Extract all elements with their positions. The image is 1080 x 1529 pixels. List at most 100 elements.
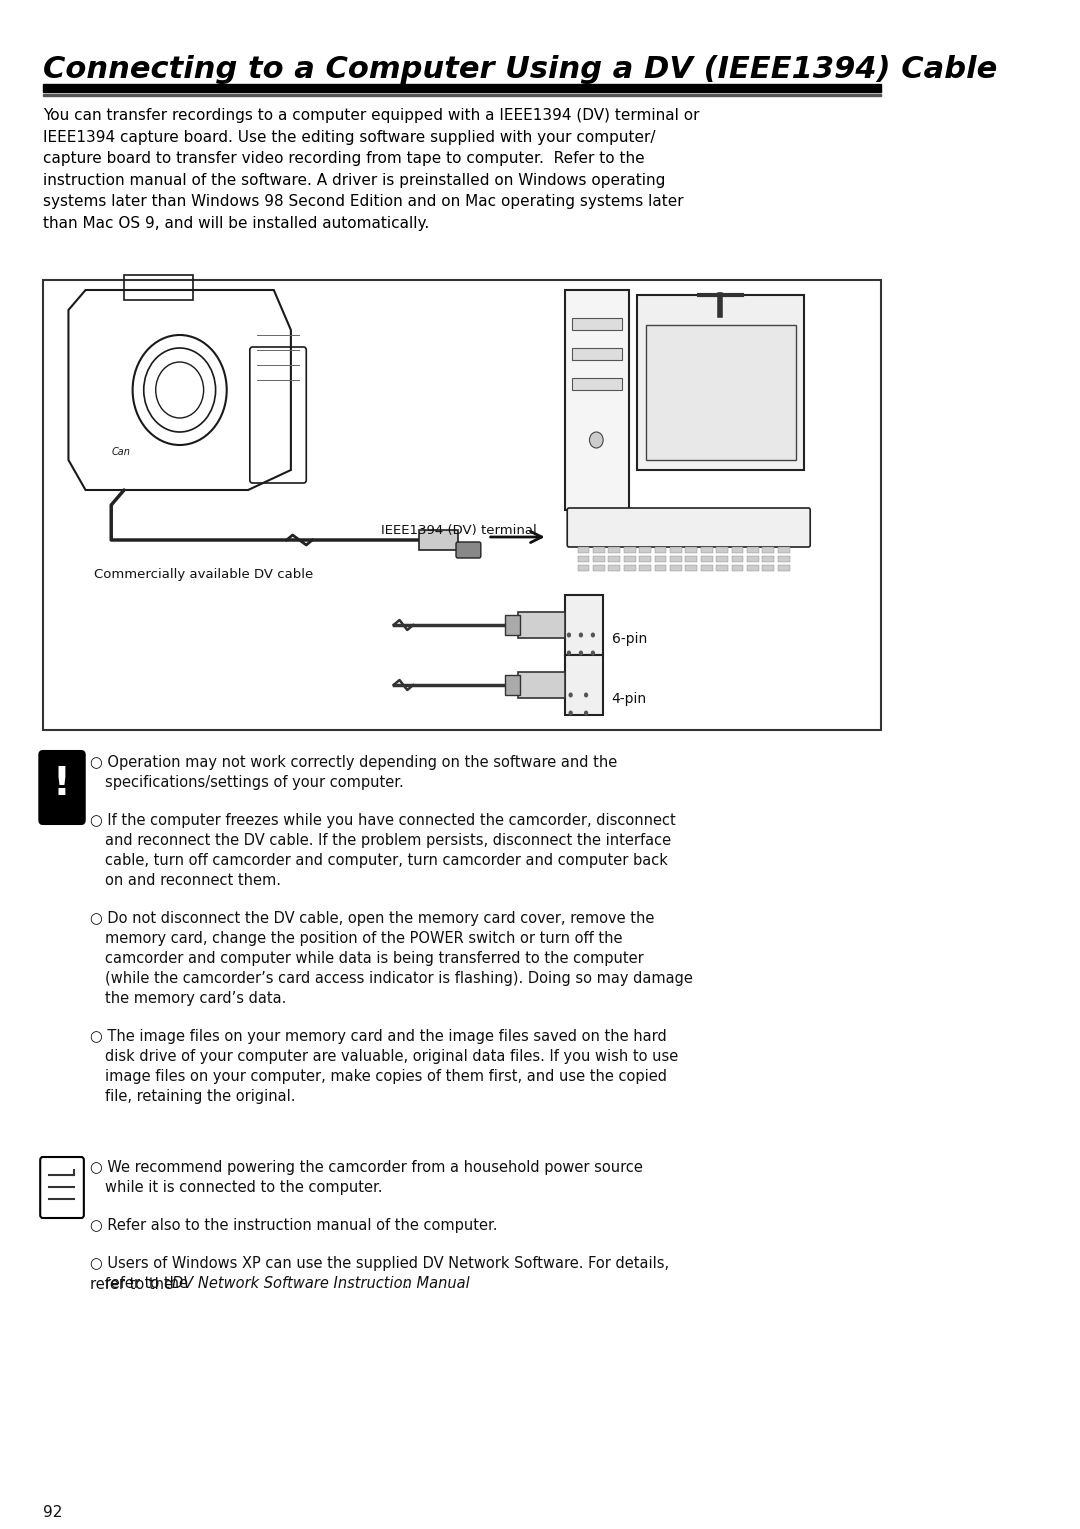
Bar [654,566,666,570]
Bar [593,557,605,563]
Bar [504,615,521,635]
Text: camcorder and computer while data is being transferred to the computer: camcorder and computer while data is bei… [105,951,644,966]
Bar [762,547,774,553]
Bar [608,566,620,570]
Text: on and reconnect them.: on and reconnect them. [105,873,281,888]
Text: Can: Can [111,446,130,457]
Bar [571,349,622,359]
Circle shape [568,711,572,716]
Bar [670,547,681,553]
Bar [646,326,796,460]
Circle shape [567,650,571,656]
Text: ○ If the computer freezes while you have connected the camcorder, disconnect: ○ If the computer freezes while you have… [90,813,676,829]
Bar [701,547,713,553]
Text: Connecting to a Computer Using a DV (IEEE1394) Cable: Connecting to a Computer Using a DV (IEE… [43,55,997,84]
Bar [762,566,774,570]
Bar [778,547,789,553]
Bar [608,547,620,553]
Text: the memory card’s data.: the memory card’s data. [105,991,286,1006]
Circle shape [591,633,595,638]
Text: (while the camcorder’s card access indicator is flashing). Doing so may damage: (while the camcorder’s card access indic… [105,971,693,986]
Text: 4-pin: 4-pin [611,693,647,706]
Text: Commercially available DV cable: Commercially available DV cable [94,567,313,581]
Bar [624,557,636,563]
Text: ○ We recommend powering the camcorder from a household power source: ○ We recommend powering the camcorder fr… [90,1161,643,1174]
Bar [778,557,789,563]
Circle shape [584,693,589,697]
Text: memory card, change the position of the POWER switch or turn off the: memory card, change the position of the … [105,931,623,946]
Bar [639,547,651,553]
Text: 92: 92 [43,1505,63,1520]
Text: specifications/settings of your computer.: specifications/settings of your computer… [105,775,404,790]
Bar [571,378,622,390]
Text: file, retaining the original.: file, retaining the original. [105,1089,296,1104]
Circle shape [584,711,589,716]
Circle shape [568,693,572,697]
Bar [578,547,590,553]
FancyBboxPatch shape [567,508,810,547]
Text: cable, turn off camcorder and computer, turn camcorder and computer back: cable, turn off camcorder and computer, … [105,853,669,868]
Circle shape [579,650,583,656]
Bar [716,566,728,570]
Text: 6-pin: 6-pin [611,631,647,645]
Bar [686,547,698,553]
FancyBboxPatch shape [40,1157,84,1219]
Bar [419,531,458,550]
Bar [593,566,605,570]
Bar [731,557,743,563]
Text: ○ Operation may not work correctly depending on the software and the: ○ Operation may not work correctly depen… [90,755,617,771]
Text: ○ Users of Windows XP can use the supplied DV Network Software. For details,
ref: ○ Users of Windows XP can use the suppli… [90,1255,669,1292]
FancyBboxPatch shape [39,751,84,824]
Bar [517,673,565,699]
Text: image files on your computer, make copies of them first, and use the copied: image files on your computer, make copie… [105,1069,667,1084]
Bar [701,557,713,563]
Bar [654,557,666,563]
Circle shape [590,433,603,448]
Bar [637,295,805,469]
Bar [686,557,698,563]
Text: DV Network Software Instruction Manual: DV Network Software Instruction Manual [172,1277,470,1290]
Bar [565,291,629,511]
Text: ○ Refer also to the instruction manual of the computer.: ○ Refer also to the instruction manual o… [90,1219,497,1232]
Bar [578,566,590,570]
Bar [731,566,743,570]
Text: You can transfer recordings to a computer equipped with a IEEE1394 (DV) terminal: You can transfer recordings to a compute… [43,109,699,231]
Bar [608,557,620,563]
Text: IEEE1394 (DV) terminal: IEEE1394 (DV) terminal [381,524,537,537]
Bar [43,280,881,729]
Text: !: ! [53,764,70,803]
Bar [504,674,521,696]
Text: and reconnect the DV cable. If the problem persists, disconnect the interface: and reconnect the DV cable. If the probl… [105,833,672,849]
Text: ○ Do not disconnect the DV cable, open the memory card cover, remove the: ○ Do not disconnect the DV cable, open t… [90,911,654,927]
Bar [670,566,681,570]
Bar [565,595,603,654]
Bar [778,566,789,570]
Bar [593,547,605,553]
Bar [747,557,759,563]
Bar [716,557,728,563]
Bar [701,566,713,570]
Text: .: . [403,1277,408,1290]
Bar [747,547,759,553]
Text: ○ The image files on your memory card and the image files saved on the hard: ○ The image files on your memory card an… [90,1029,666,1044]
Bar [731,547,743,553]
Bar [639,566,651,570]
Bar [639,557,651,563]
Bar [578,557,590,563]
Text: refer to the: refer to the [105,1277,193,1290]
Circle shape [567,633,571,638]
Bar [124,275,192,300]
Bar [747,566,759,570]
Bar [565,654,603,716]
FancyArrowPatch shape [499,531,546,544]
Text: disk drive of your computer are valuable, original data files. If you wish to us: disk drive of your computer are valuable… [105,1049,678,1064]
Bar [670,557,681,563]
Text: while it is connected to the computer.: while it is connected to the computer. [105,1180,382,1196]
Bar [43,84,881,92]
FancyBboxPatch shape [456,541,481,558]
Bar [624,547,636,553]
Bar [654,547,666,553]
Bar [716,547,728,553]
Bar [686,566,698,570]
Bar [43,93,881,96]
